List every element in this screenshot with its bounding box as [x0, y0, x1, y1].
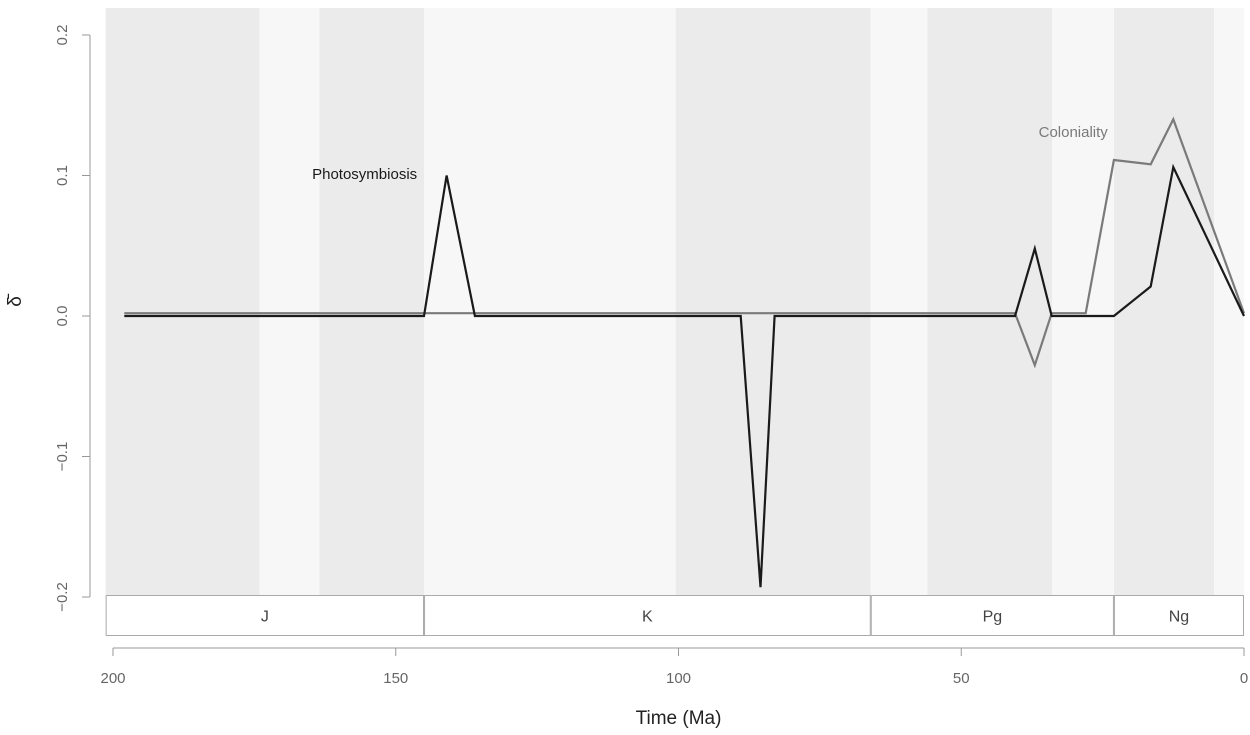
- background-band-6: [927, 8, 1053, 595]
- series-lines: [124, 116, 1246, 588]
- y-axis-title: δ̄: [5, 293, 26, 307]
- background-bands: [105, 8, 1244, 595]
- period-label-pg: Pg: [983, 609, 1003, 626]
- period-label-k: K: [642, 609, 653, 626]
- x-tick-label-200: 200: [100, 670, 125, 687]
- period-label-j: J: [261, 609, 269, 626]
- background-band-7: [1052, 8, 1114, 595]
- period-box-ng: [1113, 595, 1245, 636]
- background-band-5: [870, 8, 928, 595]
- period-box-k: [424, 595, 871, 636]
- background-band-0: [105, 8, 260, 595]
- period-label-ng: Ng: [1169, 609, 1189, 626]
- period-box-pg: [870, 595, 1114, 636]
- annotation-photosymbiosis: Photosymbiosis: [312, 166, 417, 183]
- x-tick-label-150: 150: [383, 670, 408, 687]
- x-axis-title: Time (Ma): [636, 708, 722, 729]
- series-line-photosymbiosis: [124, 163, 1245, 588]
- background-band-3: [424, 8, 676, 595]
- series-line-coloniality: [124, 116, 1246, 369]
- y-tick-label-2: 0.0: [54, 306, 71, 327]
- annotations: Photosymbiosis Coloniality: [312, 124, 1108, 183]
- y-tick-label-1: −0.1: [54, 442, 71, 472]
- background-band-4: [675, 8, 871, 595]
- x-tick-label-0: 0: [1240, 670, 1248, 687]
- background-band-1: [259, 8, 320, 595]
- x-tick-label-100: 100: [666, 670, 691, 687]
- background-band-2: [319, 8, 425, 595]
- y-tick-label-3: 0.1: [54, 165, 71, 186]
- x-axis: 200 150 100 50 0: [100, 647, 1248, 687]
- period-bar: J K Pg Ng: [105, 595, 1245, 636]
- background-band-8: [1113, 8, 1215, 595]
- annotation-coloniality: Coloniality: [1039, 124, 1109, 141]
- x-tick-label-50: 50: [953, 670, 970, 687]
- y-tick-label-0: −0.2: [54, 582, 71, 612]
- y-axis: −0.2 −0.1 0.0 0.1 0.2: [54, 25, 91, 612]
- period-box-j: [105, 595, 425, 636]
- y-tick-label-4: 0.2: [54, 25, 71, 46]
